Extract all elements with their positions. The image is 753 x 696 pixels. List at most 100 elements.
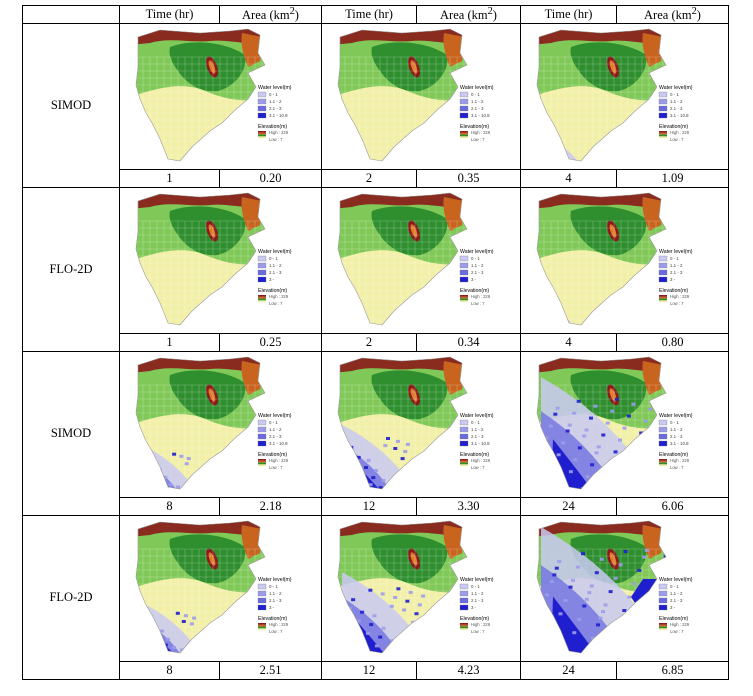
flooded-block [609,642,614,646]
flooded-block [651,587,656,591]
flooded-block [558,612,563,616]
flooded-block [562,658,566,659]
terrain-ridge-top [338,521,467,538]
study-area-outline [135,356,266,490]
flooded-block [356,456,361,460]
flooded-block [586,650,590,654]
flooded-block [168,483,173,487]
flooded-block [631,402,636,406]
legend-elev-swatch-low [460,300,468,303]
flood-zone-deep [150,159,169,162]
legend-water-swatch [658,256,668,262]
flooded-block [605,656,609,659]
map-cell: Water level(m) 0 - 1 1.1 - 2 2.1 - 3 3.1 - 1… [119,23,322,171]
study-area-outline [135,28,266,162]
legend-water-swatch [257,263,267,269]
flooded-block [358,480,363,484]
legend-elev-swatch-green [460,462,468,465]
legend-elev-high: High : 229 [269,458,289,463]
legend-elev-swatch-green [460,298,468,301]
flooded-block [149,633,154,637]
flooded-block [359,649,364,653]
terrain-ridge-top [338,357,467,374]
flooded-block [381,479,386,483]
map-legend: Water level(m)0 - 1 1.1 - 2 2.1 - 3 3.1 - 1… [257,413,292,470]
legend-elev-swatch-mid [460,460,468,463]
legend-elev-swatch-high [659,295,667,297]
legend-elev-high: High : 229 [670,622,690,627]
flooded-block [383,444,388,448]
flooded-block [622,609,627,613]
legend-elev-swatch-low [659,628,667,631]
legend-water-label: 1.1 - 2 [670,99,683,104]
legend-elev-swatch-low [659,464,667,467]
flooded-block [571,579,575,583]
flooded-block [407,467,412,471]
flooded-block [360,610,365,614]
terrain-ridge-east [241,197,262,232]
legend-elev-swatch-high [258,459,266,461]
legend-water-label: 2.1 - 3 [670,434,683,439]
terrain-peak-core [208,224,216,238]
terrain-peak-core [208,552,216,566]
flooded-block [371,476,376,480]
flooded-block [614,397,619,401]
flooded-block [154,479,159,483]
legend-water-label: 2.1 - 3 [471,270,484,275]
header-area-1: Area (km2) [219,4,322,25]
flooded-block [180,648,185,652]
terrain-peak-core [609,60,617,74]
header-area-label: Area (km [242,8,290,23]
flooded-block [372,653,376,656]
map-legend: Water level(m)0 - 1 1.1 - 2 2.1 - 3 3.1 - 1… [459,413,494,470]
legend-elev-high: High : 229 [269,294,289,299]
flooded-block [631,641,636,645]
legend-water-label: 2.1 - 3 [269,270,282,275]
flooded-block [420,633,425,637]
legend-elev-low: Low : 7 [670,629,684,634]
legend-water-swatch [658,584,668,590]
legend-elev-swatch-high [460,459,468,461]
legend-elev-swatch-low [258,136,266,139]
flooded-block [400,457,405,461]
flooded-block [178,654,182,657]
model-label: SIMOD [50,426,92,441]
legend-elev-swatch-mid [659,460,667,463]
flooded-block [648,407,653,411]
legend-water-title: Water level(m) [258,577,292,583]
flooded-block [183,614,188,618]
legend-water-title: Water level(m) [460,85,494,91]
map-cell: Water level(m) 0 - 1 1.1 - 2 2.1 - 3 3.1 - 1… [520,351,729,499]
terrain-ridge-top [136,29,265,46]
flooded-block [389,604,394,608]
legend-water-swatch [257,598,267,604]
legend-water-swatch [658,277,668,283]
legend-elev-swatch-green [258,626,266,629]
flooded-block [412,655,416,658]
study-area-outline [536,28,667,162]
legend-water-label: 3 - [269,277,275,282]
flooded-block [639,431,644,435]
flooded-block [166,637,170,641]
flooded-block [581,552,585,556]
flooded-block [172,646,176,650]
flooded-block [368,588,373,592]
map-cell: Water level(m) 0 - 1 1.1 - 2 2.1 - 3 3 - Elev… [520,187,729,335]
legend-elev-swatch-high [659,623,667,625]
flooded-block [608,590,613,594]
legend-elev-low: Low : 7 [269,301,283,306]
legend-water-label: 1.1 - 2 [269,99,282,104]
header-area-sup: 2 [691,6,697,17]
legend-water-swatch [459,263,469,269]
terrain-ridge-top [338,193,467,210]
flooded-block [402,608,407,612]
flooded-block [646,601,651,605]
flooded-block [633,634,638,638]
flooded-block [601,433,606,437]
flooded-block [563,599,568,603]
flooded-block [417,603,422,607]
legend-water-label: 3.1 - 10.8 [670,113,689,118]
flooded-block [405,599,410,603]
flooded-block [155,641,160,645]
legend-elev-high: High : 229 [670,294,690,299]
